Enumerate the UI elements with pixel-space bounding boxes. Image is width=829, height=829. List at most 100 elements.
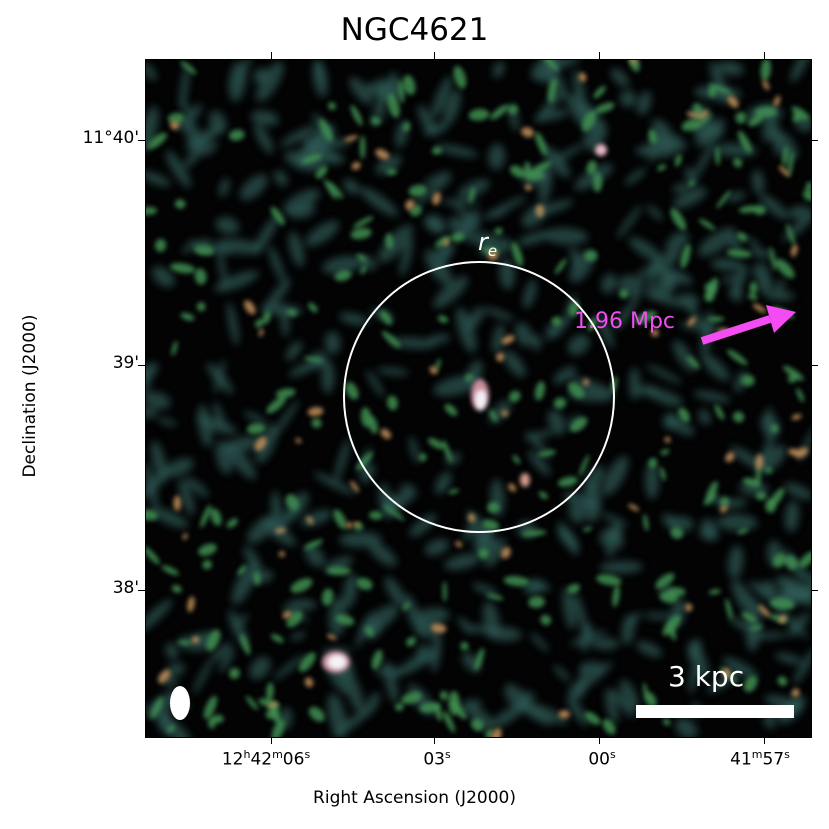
beam-ellipse [170, 686, 190, 720]
noise-blob [540, 614, 552, 626]
noise-blob [171, 340, 178, 356]
noise-blob [198, 543, 217, 556]
noise-blob [152, 266, 175, 288]
noise-blob [483, 538, 506, 567]
noise-blob [517, 231, 550, 246]
x-tick-label: 00s [588, 748, 616, 770]
noise-blob [532, 60, 563, 77]
noise-blob [670, 527, 684, 539]
noise-blob [177, 104, 202, 131]
noise-blob [553, 664, 570, 682]
noise-blob [177, 640, 192, 645]
noise-blob [170, 262, 196, 274]
radio-map-image [146, 60, 811, 737]
noise-blob [444, 553, 481, 571]
noise-blob [460, 641, 469, 651]
noise-blob [747, 632, 787, 640]
noise-blob [442, 439, 453, 463]
noise-blob [370, 116, 381, 126]
noise-blob [240, 633, 251, 656]
noise-blob [764, 290, 795, 301]
noise-blob [504, 683, 529, 713]
noise-blob [500, 547, 511, 559]
noise-blob [345, 382, 359, 400]
noise-blob [408, 184, 427, 197]
noise-blob [399, 484, 417, 501]
noise-blob [483, 307, 514, 321]
noise-blob [180, 60, 197, 75]
noise-blob [202, 559, 212, 570]
noise-blob [442, 581, 447, 602]
noise-blob [752, 169, 765, 195]
noise-blob [444, 403, 458, 416]
noise-blob [266, 682, 274, 701]
noise-blob [695, 118, 725, 147]
noise-blob [707, 87, 717, 98]
noise-blob [468, 108, 490, 121]
noise-blob [582, 378, 590, 386]
noise-blob [678, 292, 705, 328]
noise-blob [456, 307, 477, 353]
noise-blob [383, 505, 405, 521]
noise-blob [298, 652, 316, 672]
noise-blob [698, 227, 737, 257]
noise-blob [211, 642, 232, 662]
noise-blob [448, 488, 459, 495]
noise-warm-layer [158, 60, 809, 737]
noise-blob [387, 93, 400, 118]
noise-blob [675, 718, 698, 737]
noise-blob [254, 124, 274, 154]
noise-blob [733, 158, 743, 168]
noise-blob [686, 111, 700, 118]
noise-blob [775, 652, 803, 665]
y-tick-label: 11°40' [82, 128, 139, 148]
noise-blob [525, 184, 532, 191]
noise-blob [558, 710, 570, 719]
noise-blob [764, 466, 773, 474]
noise-blob [146, 546, 160, 565]
noise-blob [324, 331, 341, 355]
noise-blob [240, 174, 268, 201]
noise-blob [387, 494, 409, 511]
noise-blob [483, 208, 508, 219]
noise-blob [688, 663, 698, 694]
noise-blob [716, 190, 732, 209]
distance-arrow [700, 305, 796, 345]
noise-blob [397, 79, 404, 104]
noise-blob [700, 310, 714, 357]
noise-blob [273, 170, 288, 186]
noise-blob [605, 524, 619, 558]
noise-blob [423, 171, 451, 186]
noise-blob [646, 364, 682, 384]
noise-blob [237, 565, 247, 576]
noise-blob [726, 249, 752, 258]
noise-blob [663, 718, 671, 726]
noise-blob [542, 146, 570, 178]
noise-blob [688, 179, 695, 187]
noise-blob [775, 258, 795, 279]
noise-blob [286, 308, 298, 317]
noise-blob [304, 677, 314, 688]
noise-blob [601, 513, 628, 527]
noise-blob [322, 255, 363, 275]
noise-blob [430, 630, 442, 673]
noise-blob [194, 245, 215, 256]
noise-blob [508, 390, 521, 403]
noise-blob [455, 541, 463, 548]
noise-blob [282, 189, 320, 214]
noise-blob [170, 120, 180, 130]
noise-blob [760, 580, 778, 597]
noise-blob [699, 109, 709, 119]
noise-blob [166, 724, 176, 733]
noise-blob [465, 306, 485, 331]
noise-blob [693, 142, 715, 179]
noise-blob [389, 337, 436, 349]
noise-blob [584, 711, 601, 725]
noise-blob [772, 553, 786, 568]
noise-blob [629, 237, 661, 261]
x-tick-label: 03s [423, 748, 451, 770]
noise-blob [478, 548, 489, 559]
noise-blob [714, 404, 725, 420]
noise-blob [146, 106, 159, 153]
noise-blob [680, 243, 691, 269]
